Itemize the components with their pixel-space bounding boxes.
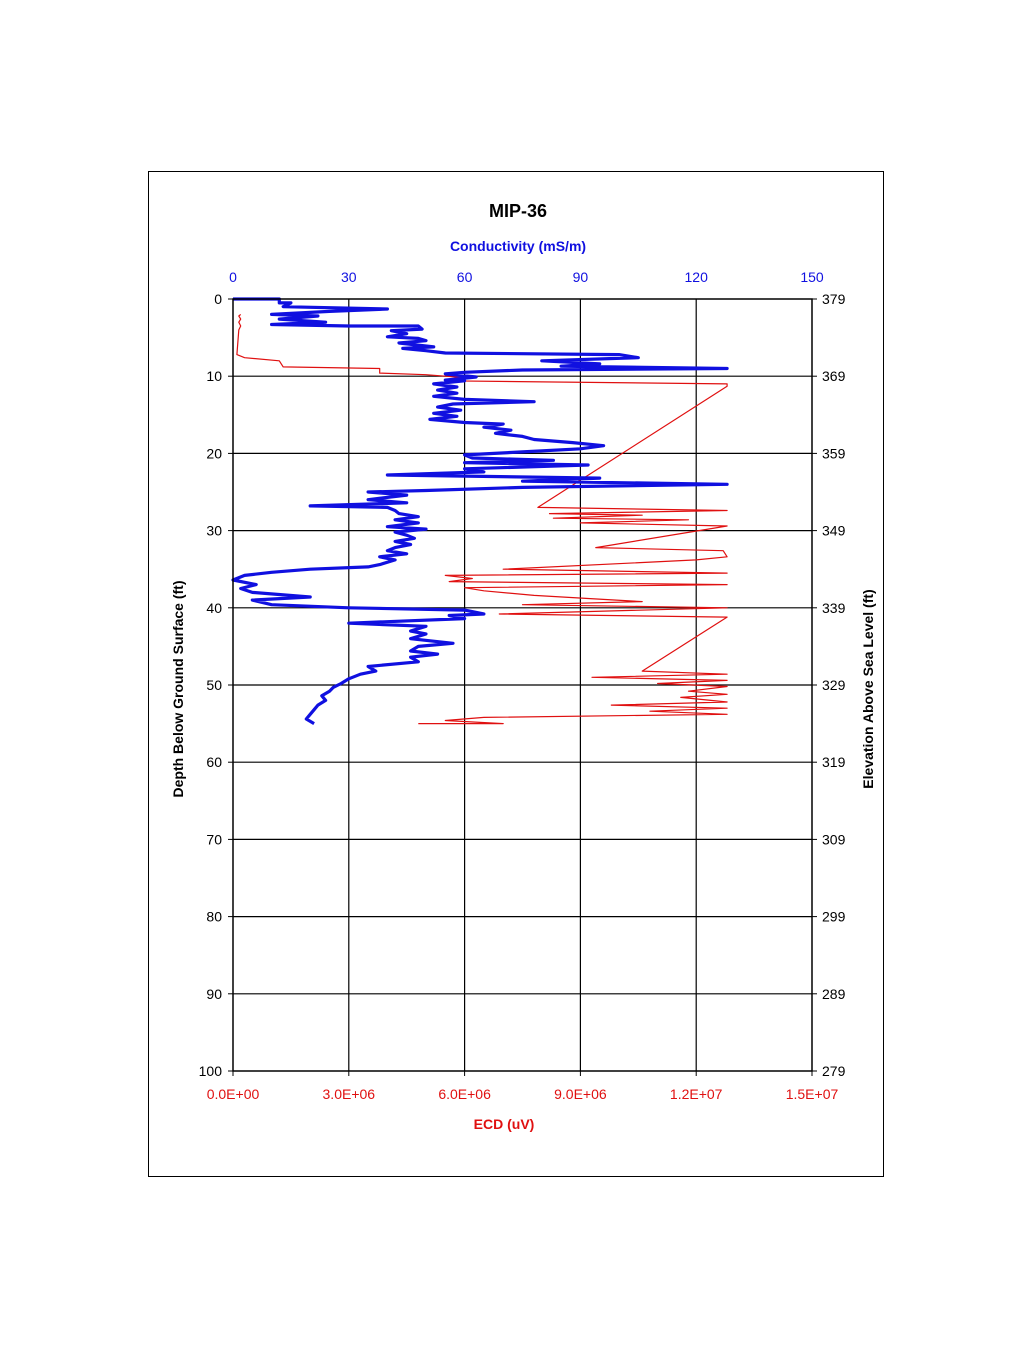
right-tick-label: 309 <box>822 831 846 847</box>
top-tick-label: 120 <box>685 269 709 285</box>
bottom-tick-label: 1.5E+07 <box>786 1086 839 1102</box>
top-tick-label: 30 <box>341 269 357 285</box>
plot-area <box>232 298 813 1072</box>
right-tick-label: 379 <box>822 291 846 307</box>
top-tick-label: 60 <box>457 269 473 285</box>
series-group <box>231 297 729 725</box>
left-tick-label: 30 <box>206 523 222 539</box>
bottom-tick-label: 1.2E+07 <box>670 1086 723 1102</box>
right-tick-label: 299 <box>822 909 846 925</box>
top-tick-label: 90 <box>573 269 589 285</box>
left-tick-label: 70 <box>206 831 222 847</box>
ecd-series-line <box>236 313 728 725</box>
right-tick-label: 289 <box>822 986 846 1002</box>
top-tick-label: 150 <box>800 269 824 285</box>
left-tick-label: 40 <box>206 600 222 616</box>
right-tick-label: 349 <box>822 523 846 539</box>
bottom-tick-label: 0.0E+00 <box>207 1086 260 1102</box>
left-tick-label: 60 <box>206 754 222 770</box>
conductivity-series-line <box>231 297 729 725</box>
left-tick-label: 0 <box>214 291 222 307</box>
tick-labels: 0 0.0E+00 30 3.0E+06 60 6.0E+06 90 9.0E+06 120 1.… <box>199 269 846 1102</box>
top-axis-title: Conductivity (mS/m) <box>450 238 586 254</box>
mip-36-chart: MIP-36 Conductivity (mS/m) ECD (uV) Dept… <box>170 201 876 1132</box>
right-tick-label: 279 <box>822 1063 846 1079</box>
left-tick-label: 90 <box>206 986 222 1002</box>
grid-lines <box>228 298 817 1076</box>
left-tick-label: 10 <box>206 368 222 384</box>
left-tick-label: 20 <box>206 445 222 461</box>
right-tick-label: 369 <box>822 368 846 384</box>
right-axis-title: Elevation Above Sea Level (ft) <box>860 589 876 788</box>
right-tick-label: 329 <box>822 677 846 693</box>
left-axis-title: Depth Below Ground Surface (ft) <box>170 581 186 798</box>
left-tick-label: 50 <box>206 677 222 693</box>
left-tick-label: 80 <box>206 909 222 925</box>
right-tick-label: 339 <box>822 600 846 616</box>
chart-title: MIP-36 <box>489 201 547 221</box>
bottom-axis-title: ECD (uV) <box>474 1116 535 1132</box>
right-tick-label: 319 <box>822 754 846 770</box>
bottom-tick-label: 9.0E+06 <box>554 1086 607 1102</box>
right-tick-label: 359 <box>822 445 846 461</box>
top-tick-label: 0 <box>229 269 237 285</box>
left-tick-label: 100 <box>199 1063 223 1079</box>
chart-frame: MIP-36 Conductivity (mS/m) ECD (uV) Dept… <box>148 171 884 1177</box>
bottom-tick-label: 3.0E+06 <box>323 1086 376 1102</box>
bottom-tick-label: 6.0E+06 <box>438 1086 491 1102</box>
